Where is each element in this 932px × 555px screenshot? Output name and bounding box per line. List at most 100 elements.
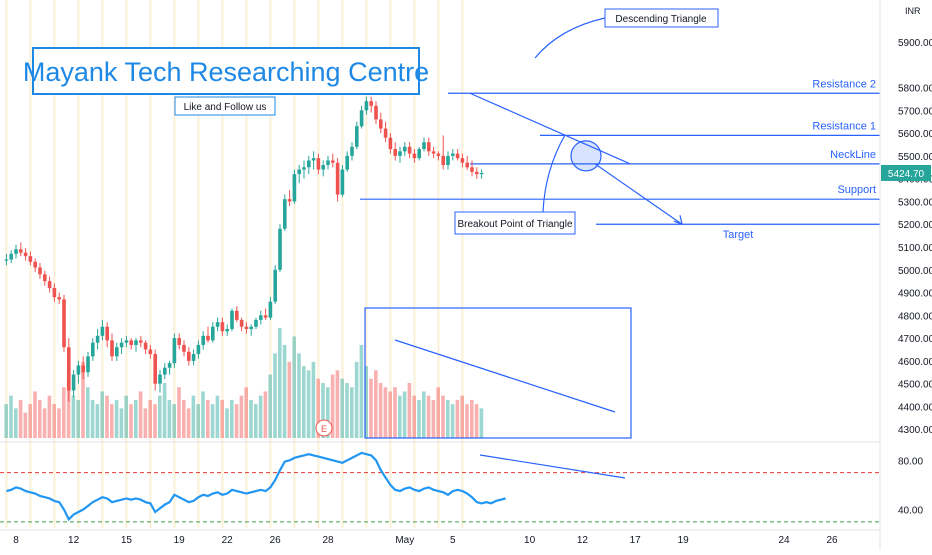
volume-bar	[297, 353, 301, 438]
price-tick-label: 5300.00	[898, 197, 932, 208]
date-tick-label: 28	[322, 535, 334, 546]
candle-body	[177, 338, 181, 345]
candle-body	[148, 349, 153, 355]
candle-body	[124, 340, 129, 343]
volume-bar	[215, 395, 220, 438]
price-tick-label: 4900.00	[898, 289, 932, 300]
price-tick-label: 5800.00	[898, 84, 932, 95]
price-tick-label: 4700.00	[898, 334, 932, 345]
candle-body	[230, 310, 234, 329]
volume-bar	[431, 399, 436, 438]
candle-body	[43, 274, 47, 282]
volume-bar	[143, 408, 148, 438]
volume-bar	[114, 399, 119, 438]
volume-bar	[90, 399, 95, 438]
volume-bar	[42, 408, 47, 438]
volume-bar	[426, 395, 431, 438]
candle-body	[119, 342, 124, 348]
descending-triangle-arrow	[534, 17, 606, 59]
candle-body	[374, 105, 378, 120]
candle-body	[215, 322, 220, 327]
candle-body	[187, 351, 191, 361]
candle-body	[225, 329, 229, 332]
candle-body	[201, 335, 205, 345]
candle-body	[345, 155, 349, 170]
annotations: Mayank Tech Researching Centre Like and F…	[23, 8, 719, 439]
price-tick-label: 4300.00	[898, 425, 932, 436]
candle-body	[153, 354, 157, 384]
candle-body	[316, 158, 321, 170]
candle-body	[287, 199, 292, 202]
volume-bar	[287, 361, 292, 438]
candle-body	[460, 158, 465, 163]
projection-line	[594, 163, 683, 225]
volume-bar	[66, 378, 71, 438]
candle-body	[268, 301, 273, 318]
candle-body	[14, 249, 18, 254]
date-tick-label: 12	[68, 535, 80, 546]
candle-body	[364, 101, 369, 111]
volume-bar	[110, 404, 114, 438]
candle-body	[398, 151, 402, 156]
candle-body	[47, 281, 52, 288]
candle-body	[143, 342, 148, 350]
candle-body	[479, 172, 484, 175]
candlesticks	[4, 96, 484, 402]
volume-bar	[191, 395, 196, 438]
volume-bar	[148, 399, 152, 438]
date-tick-label: 12	[577, 535, 589, 546]
candle-body	[335, 162, 340, 195]
price-tick-label: 4400.00	[898, 402, 932, 413]
candle-body	[283, 199, 287, 229]
candle-body	[331, 160, 335, 163]
price-tick-label: 5700.00	[898, 106, 932, 117]
candle-body	[393, 149, 397, 156]
volume-bar	[234, 404, 239, 438]
candle-body	[475, 171, 479, 175]
level-label: NeckLine	[830, 149, 876, 161]
candle-body	[441, 155, 445, 165]
candle-body	[244, 326, 249, 329]
candle-body	[62, 299, 66, 348]
volume-bar	[52, 404, 56, 438]
volume-bar	[364, 366, 368, 438]
rsi-line	[6, 451, 506, 522]
date-tick-label: 8	[13, 535, 19, 546]
volume-bar	[86, 387, 90, 438]
candle-body	[302, 167, 306, 170]
volume-bar	[38, 399, 42, 438]
volume-bar	[450, 404, 455, 438]
candle-body	[9, 253, 13, 260]
candle-body	[451, 153, 455, 156]
candle-body	[105, 326, 109, 341]
volume-bar	[100, 391, 104, 438]
price-tick-label: 4500.00	[898, 380, 932, 391]
candle-body	[307, 160, 311, 168]
rsi-tick-label: 80.00	[898, 456, 923, 467]
volume-bar	[306, 370, 311, 438]
volume-bar	[206, 399, 210, 438]
volume-bar	[460, 395, 464, 438]
volume-bar	[62, 387, 66, 438]
volume-bar	[244, 387, 248, 438]
volume-bar	[119, 408, 124, 438]
date-tick-label: 17	[630, 535, 642, 546]
candle-body	[350, 146, 354, 156]
candle-body	[19, 249, 23, 253]
volume-bar	[374, 370, 378, 438]
volume-bar	[398, 395, 402, 438]
volume-bar	[124, 395, 128, 438]
date-tick-label: 26	[826, 535, 838, 546]
rsi-divergence-arrow	[479, 454, 626, 479]
candle-body	[427, 142, 431, 152]
price-tick-label: 4800.00	[898, 311, 932, 322]
candle-body	[28, 256, 33, 262]
candle-body	[292, 174, 297, 202]
volume-bar	[18, 399, 23, 438]
volume-bar	[302, 366, 306, 438]
breakout-label: Breakout Point of Triangle	[457, 219, 573, 230]
volume-bar	[470, 399, 474, 438]
volume-bar	[446, 399, 450, 438]
candle-body	[249, 326, 253, 329]
